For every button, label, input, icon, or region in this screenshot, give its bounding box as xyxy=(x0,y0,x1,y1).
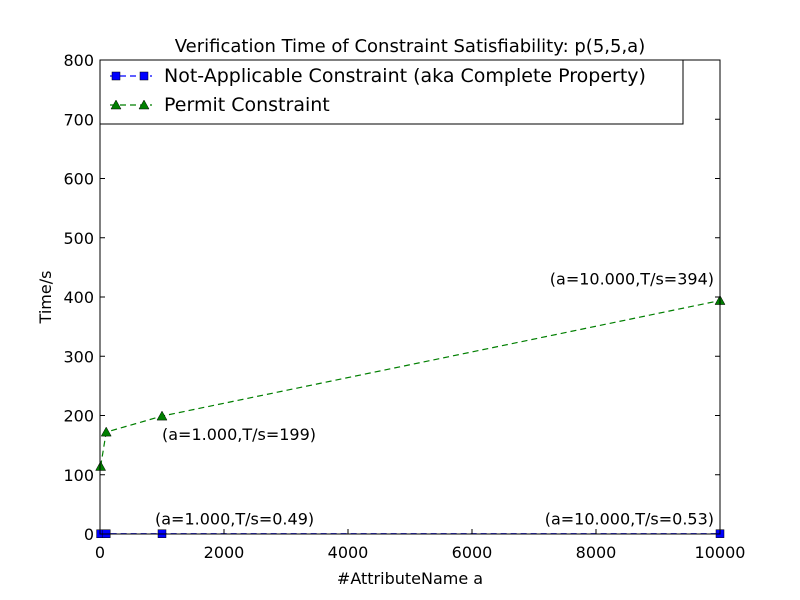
series-line xyxy=(100,299,721,467)
legend-box xyxy=(99,59,684,125)
y-axis-label: Time/s xyxy=(36,271,55,325)
annotation-label: (a=10.000,T/s=0.53) xyxy=(545,510,714,529)
legend: Not-Applicable Constraint (aka Complete … xyxy=(99,59,684,125)
x-tick-label: 10000 xyxy=(695,543,746,562)
legend-marker xyxy=(110,99,122,110)
x-tick-label: 2000 xyxy=(204,543,245,562)
y-tick-label: 0 xyxy=(84,525,94,544)
data-point xyxy=(100,426,112,437)
y-tick-label: 800 xyxy=(63,51,94,70)
x-axis: 0 2000 4000 6000 8000 10000 xyxy=(95,60,746,562)
y-tick-label: 300 xyxy=(63,347,94,366)
x-tick-label: 6000 xyxy=(452,543,493,562)
data-point xyxy=(95,460,107,471)
y-tick-label: 100 xyxy=(63,466,94,485)
series-1 xyxy=(95,295,726,471)
y-tick-label: 400 xyxy=(63,288,94,307)
annotation-label: (a=10.000,T/s=394) xyxy=(550,270,714,289)
x-tick-label: 4000 xyxy=(328,543,369,562)
legend-marker xyxy=(111,71,121,81)
legend-marker xyxy=(139,71,149,81)
legend-label: Permit Constraint xyxy=(164,94,330,116)
plot-frame xyxy=(99,59,721,535)
annotation-label: (a=1.000,T/s=0.49) xyxy=(155,510,314,529)
legend-marker xyxy=(138,99,150,110)
x-tick-label: 0 xyxy=(95,543,105,562)
plot-series xyxy=(95,295,726,539)
x-axis-label: #AttributeName a xyxy=(337,569,483,588)
y-tick-label: 200 xyxy=(63,407,94,426)
annotation-label: (a=1.000,T/s=199) xyxy=(162,425,316,444)
y-axis: 0 100 200 300 400 500 600 700 800 xyxy=(63,51,720,544)
data-point xyxy=(156,410,168,421)
legend-label: Not-Applicable Constraint (aka Complete … xyxy=(164,65,646,87)
x-tick-label: 8000 xyxy=(576,543,617,562)
y-tick-label: 700 xyxy=(63,110,94,129)
y-tick-label: 600 xyxy=(63,170,94,189)
annotations: (a=10.000,T/s=394) (a=1.000,T/s=199) (a=1.… xyxy=(155,270,714,529)
chart-title: Verification Time of Constraint Satisfia… xyxy=(175,36,645,57)
y-tick-label: 500 xyxy=(63,229,94,248)
